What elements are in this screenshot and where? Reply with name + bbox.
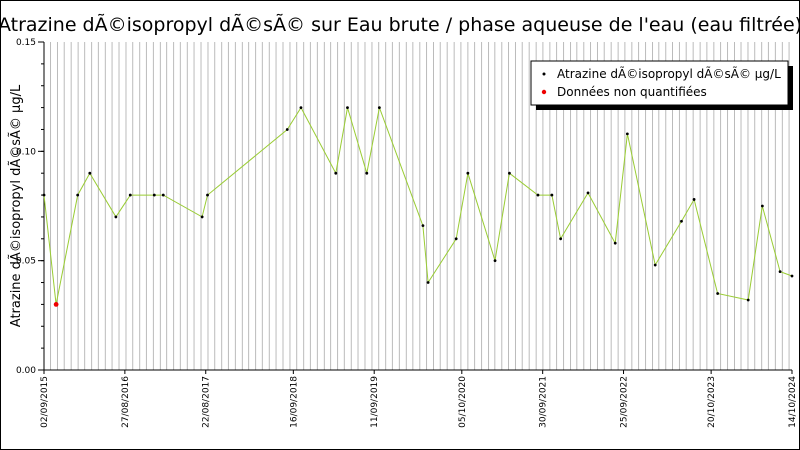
x-tick-label: 05/10/2020 <box>458 376 468 428</box>
x-tick-label: 16/09/2018 <box>289 376 299 428</box>
legend-marker-non-quantified <box>541 89 547 95</box>
data-point <box>586 191 590 195</box>
data-point <box>760 204 764 208</box>
x-tick-label: 22/08/2017 <box>202 376 212 428</box>
data-point <box>653 263 657 267</box>
axes <box>43 42 792 371</box>
data-point <box>365 171 369 175</box>
data-point <box>454 237 458 241</box>
data-point <box>550 193 554 197</box>
data-point <box>128 193 132 197</box>
data-point <box>493 259 497 263</box>
y-axis-label: Atrazine dÃ©isopropyl dÃ©sÃ© µg/L <box>8 84 24 327</box>
data-point <box>206 193 209 197</box>
x-tick-label: 30/09/2021 <box>539 376 549 428</box>
data-point <box>200 215 204 219</box>
y-tick-label: 0.15 <box>16 38 36 48</box>
x-tick-label: 11/09/2019 <box>370 376 380 428</box>
legend-label-series: Atrazine dÃ©isopropyl dÃ©sÃ© µg/L <box>557 66 781 81</box>
data-point <box>680 219 683 223</box>
data-point <box>42 193 46 197</box>
x-tick-label: 25/09/2022 <box>620 376 630 428</box>
chart-title: Atrazine dÃ©isopropyl dÃ©sÃ© sur Eau bru… <box>1 13 799 36</box>
data-point <box>377 106 381 109</box>
data-point <box>716 292 720 295</box>
data-point <box>161 193 165 197</box>
data-point <box>466 171 470 175</box>
x-tick-label: 02/09/2015 <box>40 376 50 428</box>
data-point <box>152 193 156 197</box>
y-tick-label: 0.05 <box>16 257 36 267</box>
data-point <box>790 274 794 278</box>
legend-marker-series <box>542 72 546 76</box>
data-point <box>88 171 92 175</box>
data-point <box>746 298 750 302</box>
x-tick-label: 14/10/2024 <box>788 376 798 428</box>
legend: Atrazine dÃ©isopropyl dÃ©sÃ© µg/L Donnée… <box>530 60 793 110</box>
series-line <box>43 105 793 305</box>
data-point <box>346 106 349 109</box>
data-point <box>299 106 303 109</box>
data-point <box>426 281 430 284</box>
data-point <box>114 215 118 219</box>
data-point <box>285 128 289 131</box>
data-point-non-quantified <box>53 302 59 307</box>
legend-label-non-quantified: Données non quantifiées <box>557 85 707 99</box>
data-series <box>42 105 794 307</box>
data-point <box>778 270 782 273</box>
data-point <box>625 132 629 136</box>
x-tick-label: 20/10/2023 <box>707 376 717 428</box>
y-tick-label: 0.10 <box>16 147 36 157</box>
data-point <box>536 193 540 197</box>
data-point <box>76 193 80 197</box>
data-point <box>334 171 338 175</box>
x-tick-label: 27/08/2016 <box>121 376 131 428</box>
legend-box <box>530 60 789 106</box>
x-tick-labels: 02/09/2015 27/08/2016 22/08/2017 16/09/2018… <box>40 370 798 428</box>
y-tick-label: 0.00 <box>16 366 36 376</box>
data-point <box>421 224 425 228</box>
y-tick-labels: 0.00 0.05 0.10 0.15 <box>16 38 44 376</box>
data-point <box>613 241 617 245</box>
data-point <box>559 237 563 241</box>
data-point <box>692 198 696 201</box>
data-point <box>508 171 511 175</box>
